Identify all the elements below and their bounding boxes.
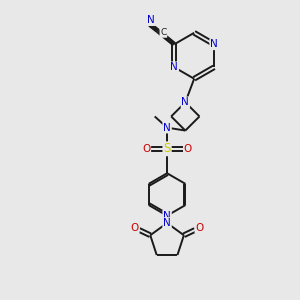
Text: O: O bbox=[142, 144, 150, 154]
Text: O: O bbox=[130, 223, 139, 232]
Text: O: O bbox=[184, 144, 192, 154]
Text: N: N bbox=[182, 97, 189, 107]
Text: N: N bbox=[163, 123, 171, 133]
Text: N: N bbox=[170, 62, 178, 72]
Text: S: S bbox=[164, 142, 171, 155]
Text: N: N bbox=[147, 15, 155, 25]
Text: N: N bbox=[210, 39, 218, 49]
Text: C: C bbox=[160, 28, 167, 37]
Text: N: N bbox=[163, 211, 171, 221]
Text: N: N bbox=[163, 218, 171, 228]
Text: O: O bbox=[195, 223, 204, 232]
